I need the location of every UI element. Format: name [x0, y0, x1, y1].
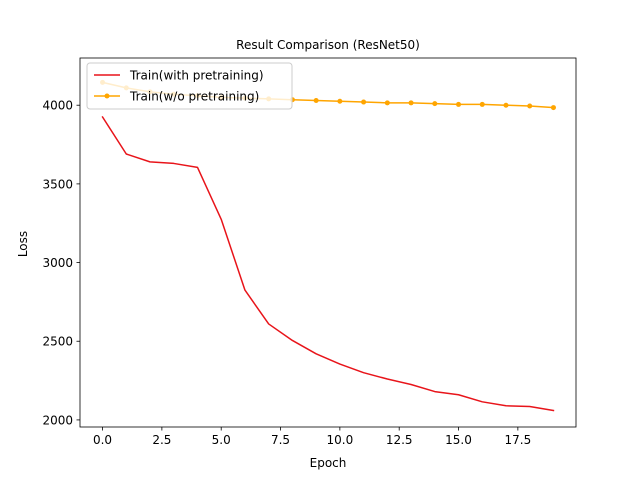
x-tick-label: 10.0: [327, 433, 354, 447]
series-2-point: [432, 101, 438, 107]
series-2-point: [550, 105, 556, 111]
y-tick-label: 3500: [42, 177, 73, 191]
legend-label-2: Train(w/o pretraining): [129, 90, 259, 104]
x-tick-label: 15.0: [445, 433, 472, 447]
x-tick-label: 12.5: [386, 433, 413, 447]
series-2-point: [361, 99, 367, 105]
legend-label-1: Train(with pretraining): [129, 69, 264, 83]
series-line-1: [101, 115, 555, 412]
x-tick-label: 2.5: [152, 433, 171, 447]
chart-title: Result Comparison (ResNet50): [236, 38, 420, 52]
y-axis-label: Loss: [16, 231, 30, 257]
legend-marker-2: [104, 93, 110, 99]
y-tick-label: 3000: [42, 256, 73, 270]
series-2-point: [408, 100, 414, 106]
x-tick-label: 5.0: [212, 433, 231, 447]
legend: Train(with pretraining) Train(w/o pretrai…: [86, 62, 293, 110]
series-2-point: [384, 100, 390, 106]
x-axis-label: Epoch: [310, 456, 347, 470]
x-tick-label: 0.0: [93, 433, 112, 447]
legend-box: [86, 62, 293, 110]
series-2-point: [503, 102, 509, 108]
plot-frame: [79, 57, 577, 428]
series-2-point: [337, 98, 343, 104]
x-tick-label: 7.5: [271, 433, 290, 447]
series-2-point: [313, 97, 319, 103]
series-2-point: [456, 101, 462, 107]
series-2-point: [527, 103, 533, 109]
y-tick-label: 4000: [42, 99, 73, 113]
x-tick-label: 17.5: [504, 433, 531, 447]
series-2-point: [479, 101, 485, 107]
y-tick-label: 2500: [42, 335, 73, 349]
y-tick-label: 2000: [42, 413, 73, 427]
